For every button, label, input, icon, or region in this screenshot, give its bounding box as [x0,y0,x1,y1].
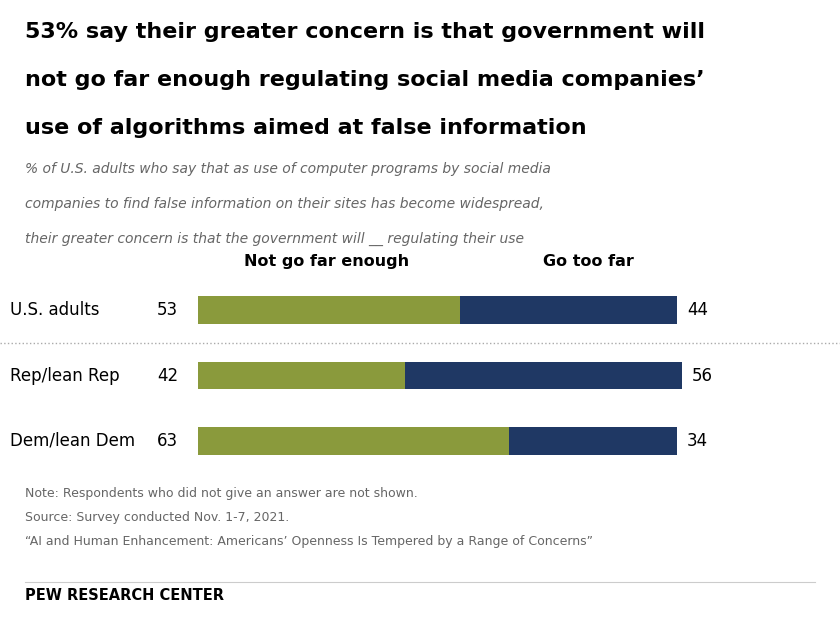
Text: not go far enough regulating social media companies’: not go far enough regulating social medi… [25,70,705,90]
Text: Not go far enough: Not go far enough [244,254,409,270]
Bar [459,296,677,324]
Text: U.S. adults: U.S. adults [10,301,99,319]
Text: 44: 44 [687,301,708,319]
Text: 53: 53 [157,301,178,319]
Text: Dem/lean Dem: Dem/lean Dem [10,432,135,450]
Text: 34: 34 [687,432,708,450]
Bar [509,427,677,455]
Text: Note: Respondents who did not give an answer are not shown.: Note: Respondents who did not give an an… [25,487,418,499]
Bar [197,296,459,324]
Bar [197,427,509,455]
Text: companies to find false information on their sites has become widespread,: companies to find false information on t… [25,197,544,211]
Text: PEW RESEARCH CENTER: PEW RESEARCH CENTER [25,588,224,604]
Text: use of algorithms aimed at false information: use of algorithms aimed at false informa… [25,118,587,137]
Text: 63: 63 [157,432,178,450]
Text: 42: 42 [157,366,178,385]
Text: 56: 56 [692,366,713,385]
Text: their greater concern is that the government will __ regulating their use: their greater concern is that the govern… [25,232,524,246]
Text: “AI and Human Enhancement: Americans’ Openness Is Tempered by a Range of Concern: “AI and Human Enhancement: Americans’ Op… [25,535,593,548]
Bar [405,362,682,389]
Text: Source: Survey conducted Nov. 1-7, 2021.: Source: Survey conducted Nov. 1-7, 2021. [25,511,290,523]
Text: 53% say their greater concern is that government will: 53% say their greater concern is that go… [25,22,706,42]
Text: Rep/lean Rep: Rep/lean Rep [10,366,119,385]
Text: Go too far: Go too far [543,254,633,270]
Bar [197,362,405,389]
Text: % of U.S. adults who say that as use of computer programs by social media: % of U.S. adults who say that as use of … [25,162,551,176]
